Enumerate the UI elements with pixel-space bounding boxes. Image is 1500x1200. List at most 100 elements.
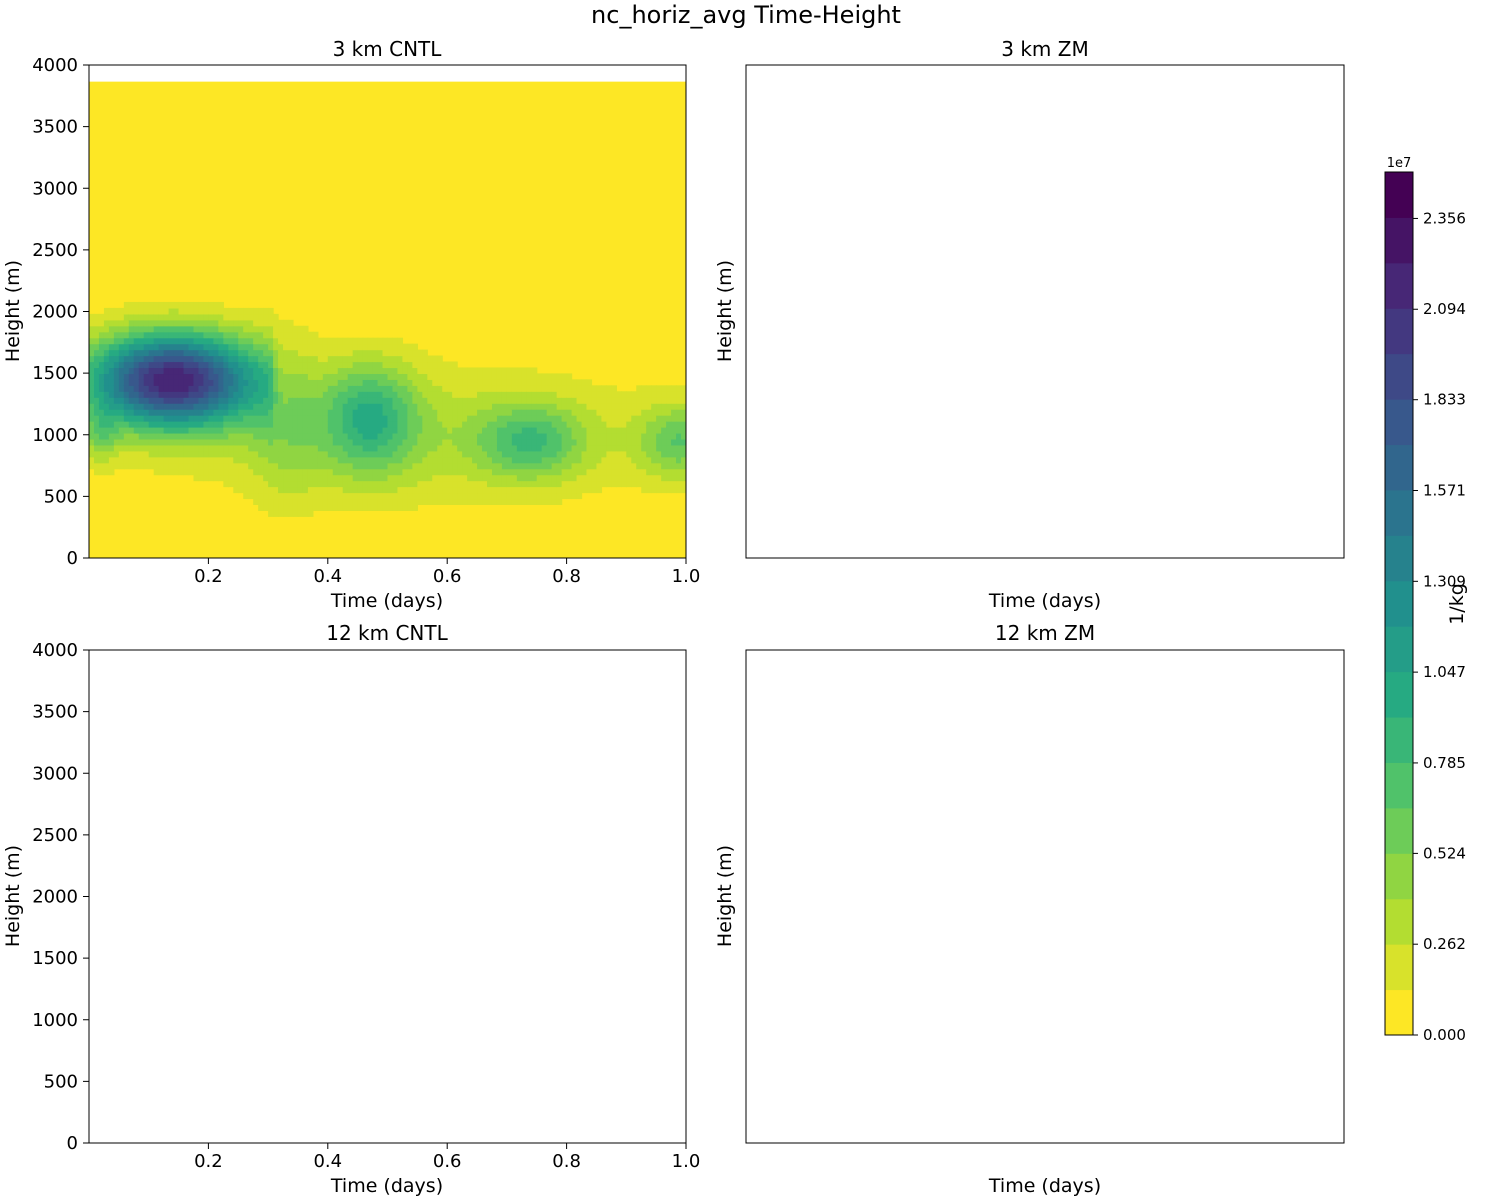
heatmap-cell xyxy=(93,355,100,363)
heatmap-cell xyxy=(526,456,533,464)
heatmap-cell xyxy=(382,379,389,386)
heatmap-cell xyxy=(263,1006,269,1013)
heatmap-cell xyxy=(273,875,279,882)
heatmap-cell xyxy=(611,444,617,452)
heatmap-cell xyxy=(108,337,115,345)
heatmap-cell xyxy=(307,331,314,339)
heatmap-cell xyxy=(292,427,299,434)
heatmap-cell xyxy=(238,864,244,871)
heatmap-cell xyxy=(333,1018,339,1025)
heatmap-cell xyxy=(556,397,563,404)
heatmap-cell xyxy=(332,486,339,494)
heatmap-cell xyxy=(198,403,205,410)
heatmap-cell xyxy=(302,474,309,482)
heatmap-cell xyxy=(258,403,264,410)
heatmap-cell xyxy=(143,427,150,434)
heatmap-cell xyxy=(313,947,319,954)
heatmap-cell xyxy=(308,988,314,995)
heatmap-cell xyxy=(233,1048,239,1055)
heatmap-cell xyxy=(243,1054,249,1061)
heatmap-cell xyxy=(372,468,379,476)
heatmap-cell xyxy=(322,373,329,380)
heatmap-cell xyxy=(357,468,364,476)
heatmap-cell xyxy=(129,869,135,876)
heatmap-cell xyxy=(109,947,115,954)
heatmap-cell xyxy=(283,444,289,452)
heatmap-cell xyxy=(357,421,364,428)
heatmap-cell xyxy=(671,385,677,392)
heatmap-cell xyxy=(109,1048,115,1055)
heatmap-cell xyxy=(253,349,259,357)
heatmap-cell xyxy=(487,427,493,434)
heatmap-cell xyxy=(372,474,379,482)
heatmap-cell xyxy=(292,462,299,470)
heatmap-cell xyxy=(223,373,229,380)
heatmap-cell xyxy=(452,367,458,375)
heatmap-cell xyxy=(233,480,239,488)
heatmap-cell xyxy=(248,355,254,363)
heatmap-cell xyxy=(387,367,394,375)
heatmap-cell xyxy=(128,444,135,452)
heatmap-cell xyxy=(318,1024,324,1031)
heatmap-cell xyxy=(153,456,160,464)
heatmap-cell xyxy=(462,385,468,392)
heatmap-cell xyxy=(646,427,652,434)
heatmap-cell xyxy=(184,988,190,995)
heatmap-cell xyxy=(138,438,145,446)
heatmap-cell xyxy=(328,976,334,983)
heatmap-cell xyxy=(576,403,583,410)
heatmap-cell xyxy=(128,391,135,398)
heatmap-cell xyxy=(238,1018,244,1025)
heatmap-cell xyxy=(352,480,359,488)
heatmap-cell xyxy=(283,923,289,930)
heatmap-cell xyxy=(273,492,279,500)
heatmap-cell xyxy=(288,361,294,369)
heatmap-cell xyxy=(193,947,199,954)
heatmap-cell xyxy=(397,492,404,500)
heatmap-cell xyxy=(189,941,195,948)
heatmap-cell xyxy=(273,1006,279,1013)
heatmap-cell xyxy=(631,456,637,464)
heatmap-cell xyxy=(288,468,294,476)
heatmap-cell xyxy=(666,468,672,476)
heatmap-cell xyxy=(168,301,175,309)
heatmap-cell xyxy=(596,385,603,392)
heatmap-cell xyxy=(149,899,155,906)
heatmap-cell xyxy=(322,438,329,446)
heatmap-cell xyxy=(98,450,105,458)
heatmap-cell xyxy=(268,421,274,428)
heatmap-cell xyxy=(154,971,160,978)
heatmap-cell xyxy=(158,421,165,428)
heatmap-cell xyxy=(184,893,190,900)
heatmap-cell xyxy=(496,480,503,488)
heatmap-cell xyxy=(491,415,498,422)
heatmap-cell xyxy=(666,421,672,428)
heatmap-cell xyxy=(323,971,329,978)
heatmap-cell xyxy=(293,923,299,930)
heatmap-cell xyxy=(179,959,185,966)
heatmap-cell xyxy=(288,373,294,380)
heatmap-cell xyxy=(208,355,214,363)
heatmap-cell xyxy=(631,421,637,428)
heatmap-cell xyxy=(154,947,160,954)
heatmap-cell xyxy=(208,864,214,871)
heatmap-cell xyxy=(412,474,418,482)
heatmap-cell xyxy=(248,899,254,906)
heatmap-cell xyxy=(263,1036,269,1043)
heatmap-cell xyxy=(318,852,324,859)
heatmap-cell xyxy=(283,450,289,458)
heatmap-cell xyxy=(188,462,195,470)
heatmap-cell xyxy=(576,391,583,398)
heatmap-cell xyxy=(233,403,239,410)
heatmap-cell xyxy=(258,976,264,983)
heatmap-cell xyxy=(253,947,259,954)
heatmap-cell xyxy=(228,1006,234,1013)
heatmap-cell xyxy=(198,959,204,966)
heatmap-cell xyxy=(621,421,627,428)
heatmap-cell xyxy=(184,965,190,972)
heatmap-cell xyxy=(148,409,155,416)
heatmap-cell xyxy=(571,397,578,404)
heatmap-cell xyxy=(372,355,379,363)
heatmap-cell xyxy=(268,852,274,859)
heatmap-cell xyxy=(417,373,423,380)
